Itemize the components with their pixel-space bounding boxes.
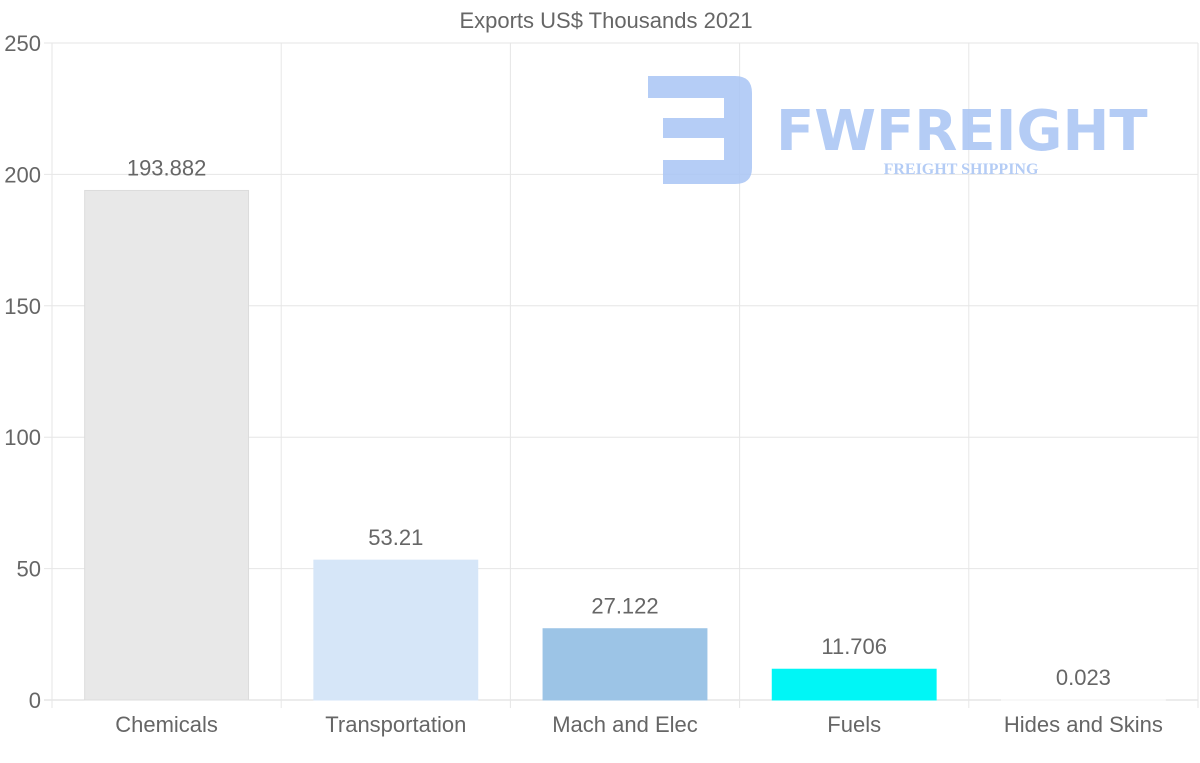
bar	[84, 189, 250, 701]
bar-value-label: 0.023	[1056, 665, 1111, 690]
y-tick-label: 50	[17, 557, 41, 582]
x-tick-label: Chemicals	[115, 712, 218, 737]
bar-value-label: 11.706	[821, 634, 887, 659]
y-tick-label: 150	[4, 294, 41, 319]
y-tick-label: 0	[29, 688, 41, 713]
x-axis-ticks: Chemicals Transportation Mach and Elec Fuel…	[115, 712, 1163, 737]
y-tick-label: 100	[4, 425, 41, 450]
bar-value-label: 53.21	[368, 525, 423, 550]
x-tick-label: Fuels	[827, 712, 881, 737]
y-tick-label: 250	[4, 31, 41, 56]
bar	[542, 628, 708, 701]
bar-series: 193.882 53.21 27.122 11.706 0.023	[84, 155, 1166, 701]
chart-title: Exports US$ Thousands 2021	[459, 8, 752, 33]
x-tick-label: Transportation	[325, 712, 466, 737]
y-axis-ticks: 0 50 100 150 200 250	[4, 31, 41, 713]
bar-value-label: 193.882	[127, 155, 207, 180]
y-tick-label: 200	[4, 162, 41, 187]
bar-value-label: 27.122	[591, 594, 658, 619]
fwfreight-watermark: FWFREIGHT FREIGHT SHIPPING	[648, 76, 1148, 184]
x-tick-label: Hides and Skins	[1004, 712, 1163, 737]
bar	[313, 559, 479, 701]
watermark-tagline: FREIGHT SHIPPING	[884, 161, 1039, 178]
fwfreight-logo-icon	[648, 76, 752, 184]
bar	[771, 668, 937, 701]
x-tick-label: Mach and Elec	[552, 712, 698, 737]
watermark-brand: FWFREIGHT	[776, 99, 1148, 164]
